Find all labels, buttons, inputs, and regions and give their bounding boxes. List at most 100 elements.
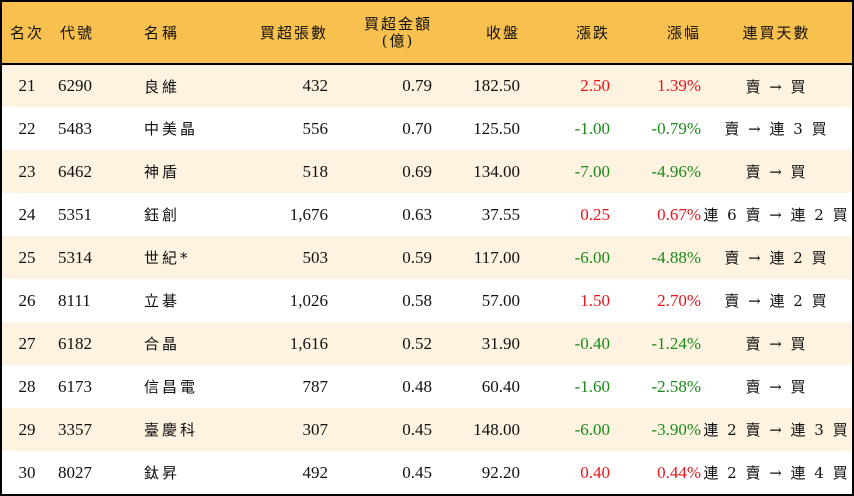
header-name: 名稱 [126, 2, 232, 65]
cell-change: -7.00 [574, 161, 610, 181]
cell-net-buy-lots: 787 [302, 376, 329, 396]
cell-net-buy-amount: 0.48 [402, 376, 432, 396]
cell-change-pct: -4.96% [651, 161, 701, 181]
cell-consecutive-days: 連 2 賣 → 連 4 買 [703, 464, 850, 482]
cell-net-buy-lots: 556 [302, 118, 329, 138]
cell-close: 57.00 [481, 290, 520, 310]
cell-name: 立碁 [144, 292, 181, 310]
cell-change-pct: -3.90% [651, 419, 701, 439]
cell-code: 8027 [58, 462, 92, 482]
cell-consecutive-days: 賣 → 買 [745, 163, 808, 181]
cell-rank: 27 [18, 333, 36, 353]
cell-net-buy-lots: 307 [302, 419, 329, 439]
cell-name: 臺慶科 [144, 421, 199, 439]
cell-net-buy-amount: 0.63 [402, 204, 432, 224]
cell-code: 5483 [58, 118, 92, 138]
cell-code: 5351 [58, 204, 92, 224]
cell-net-buy-lots: 1,026 [289, 290, 328, 310]
cell-rank: 25 [18, 247, 36, 267]
cell-code: 8111 [58, 290, 91, 310]
cell-net-buy-amount: 0.45 [402, 419, 432, 439]
cell-code: 6182 [58, 333, 92, 353]
cell-change: -1.60 [574, 376, 610, 396]
cell-change: 2.50 [580, 76, 610, 95]
cell-close: 92.20 [481, 462, 520, 482]
cell-rank: 26 [18, 290, 36, 310]
cell-name: 鈺創 [144, 206, 181, 224]
cell-name: 良維 [144, 77, 181, 96]
cell-net-buy-lots: 1,616 [289, 333, 328, 353]
cell-net-buy-lots: 1,676 [289, 204, 328, 224]
cell-close: 148.00 [473, 419, 520, 439]
cell-change: 0.25 [580, 204, 610, 224]
cell-net-buy-lots: 503 [302, 247, 329, 267]
cell-net-buy-amount: 0.58 [402, 290, 432, 310]
header-net-buy-amount-line1: 買超金額 [363, 14, 432, 33]
cell-close: 60.40 [481, 376, 520, 396]
cell-rank: 22 [18, 118, 36, 138]
cell-net-buy-amount: 0.69 [402, 161, 432, 181]
table-header-row: 名次 代號 名稱 買超張數 買超金額 (億) 收盤 漲跌 漲幅 連買天數 [2, 2, 852, 65]
cell-rank: 23 [18, 161, 36, 181]
cell-name: 世紀* [144, 249, 191, 267]
header-net-buy-amount: 買超金額 (億) [328, 2, 432, 65]
cell-code: 6290 [58, 76, 92, 95]
cell-net-buy-amount: 0.79 [402, 76, 432, 95]
cell-consecutive-days: 賣 → 買 [745, 378, 808, 396]
table-row: 27 6182 合晶 1,616 0.52 31.90 -0.40 -1.24%… [2, 322, 852, 365]
cell-close: 117.00 [473, 247, 520, 267]
cell-name: 中美晶 [144, 120, 199, 138]
cell-net-buy-lots: 432 [302, 76, 329, 95]
cell-rank: 30 [18, 462, 36, 482]
cell-change: 0.40 [580, 462, 610, 482]
cell-rank: 24 [18, 204, 36, 224]
table-row: 23 6462 神盾 518 0.69 134.00 -7.00 -4.96% … [2, 150, 852, 193]
cell-change: 1.50 [580, 290, 610, 310]
cell-code: 3357 [58, 419, 92, 439]
cell-change: -1.00 [574, 118, 610, 138]
cell-change-pct: 0.44% [657, 462, 701, 482]
cell-change-pct: -2.58% [651, 376, 701, 396]
table-row: 29 3357 臺慶科 307 0.45 148.00 -6.00 -3.90%… [2, 408, 852, 451]
cell-name: 鈦昇 [144, 464, 181, 482]
cell-change-pct: 2.70% [657, 290, 701, 310]
cell-net-buy-lots: 492 [302, 462, 329, 482]
cell-consecutive-days: 連 2 賣 → 連 3 買 [703, 421, 850, 439]
cell-close: 125.50 [473, 118, 520, 138]
header-net-buy-lots: 買超張數 [232, 2, 328, 65]
header-net-buy-amount-line2: (億) [381, 31, 415, 50]
cell-close: 31.90 [481, 333, 520, 353]
cell-rank: 28 [18, 376, 36, 396]
cell-net-buy-amount: 0.52 [402, 333, 432, 353]
header-change-pct: 漲幅 [610, 2, 701, 65]
table-row: 28 6173 信昌電 787 0.48 60.40 -1.60 -2.58% … [2, 365, 852, 408]
header-close: 收盤 [432, 2, 520, 65]
header-code: 代號 [52, 2, 126, 65]
cell-rank: 21 [18, 76, 36, 95]
cell-net-buy-amount: 0.45 [402, 462, 432, 482]
cell-change-pct: -1.24% [651, 333, 701, 353]
header-rank: 名次 [2, 2, 52, 65]
table-row: 26 8111 立碁 1,026 0.58 57.00 1.50 2.70% 賣… [2, 279, 852, 322]
cell-change-pct: -4.88% [651, 247, 701, 267]
cell-net-buy-amount: 0.59 [402, 247, 432, 267]
header-consecutive-days: 連買天數 [701, 2, 852, 65]
cell-net-buy-lots: 518 [302, 161, 329, 181]
cell-net-buy-amount: 0.70 [402, 118, 432, 138]
table-row: 24 5351 鈺創 1,676 0.63 37.55 0.25 0.67% 連… [2, 193, 852, 236]
cell-change-pct: 1.39% [657, 76, 701, 95]
cell-consecutive-days: 賣 → 連 3 買 [724, 120, 829, 138]
cell-code: 6462 [58, 161, 92, 181]
table-row: 22 5483 中美晶 556 0.70 125.50 -1.00 -0.79%… [2, 107, 852, 150]
cell-close: 37.55 [481, 204, 520, 224]
cell-close: 182.50 [473, 76, 520, 95]
cell-change: -6.00 [574, 419, 610, 439]
cell-code: 6173 [58, 376, 92, 396]
cell-consecutive-days: 賣 → 買 [745, 77, 808, 96]
cell-consecutive-days: 連 6 賣 → 連 2 買 [703, 206, 850, 224]
cell-rank: 29 [18, 419, 36, 439]
cell-close: 134.00 [473, 161, 520, 181]
cell-change-pct: -0.79% [651, 118, 701, 138]
